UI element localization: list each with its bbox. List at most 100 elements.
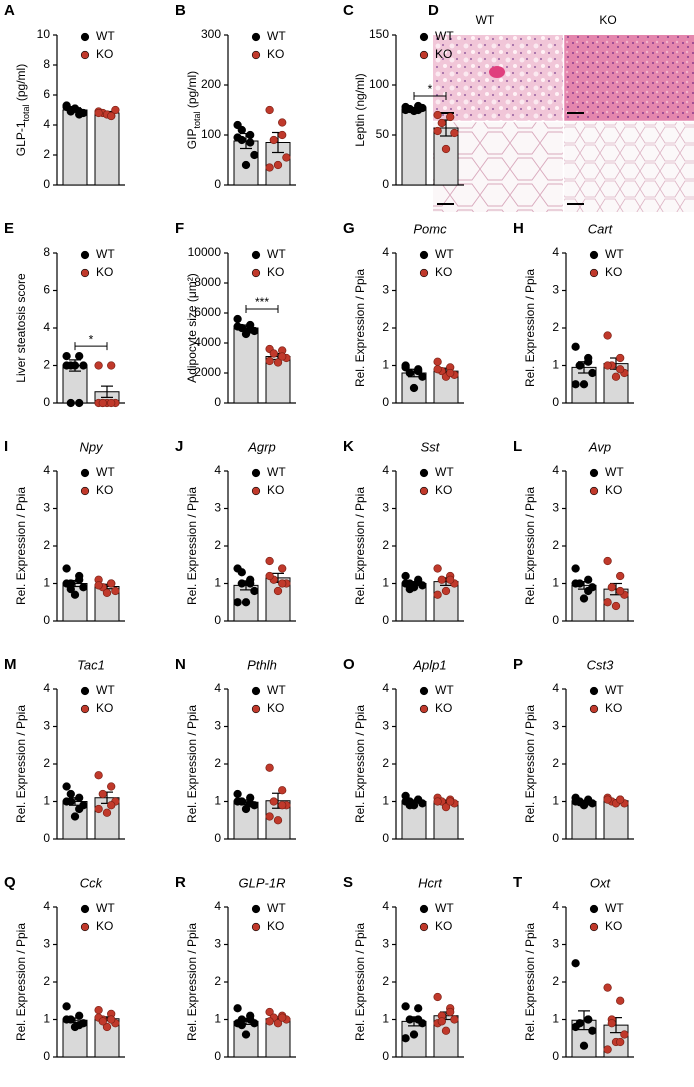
- y-axis-label: Rel. Expression / Ppia: [185, 705, 199, 823]
- data-point: [233, 314, 242, 324]
- y-tick-label: 100: [369, 77, 389, 91]
- y-tick-label: 10000: [188, 245, 222, 259]
- y-tick-label: 0: [382, 1049, 389, 1063]
- data-point: [70, 361, 80, 370]
- data-point: [282, 153, 291, 162]
- data-point: [584, 1015, 593, 1024]
- panel-letter: I: [4, 438, 8, 455]
- y-tick-label: 2: [382, 756, 389, 770]
- y-tick-label: 1: [43, 576, 50, 590]
- y-axis-label: Rel. Expression / Ppia: [523, 269, 537, 387]
- data-point: [579, 1041, 589, 1050]
- panel-letter: Q: [4, 874, 16, 891]
- liver-image-wt: [433, 35, 563, 121]
- data-point: [405, 584, 414, 594]
- panel-letter: H: [513, 220, 524, 237]
- y-tick-label: 2: [552, 538, 559, 552]
- data-point: [418, 581, 427, 590]
- data-point: [571, 579, 580, 588]
- legend-label: KO: [605, 483, 622, 497]
- legend-marker: [419, 268, 429, 278]
- data-point: [107, 801, 116, 810]
- legend-marker: [251, 50, 261, 60]
- y-tick-label: 1: [552, 358, 559, 372]
- legend-marker: [80, 922, 90, 932]
- panel-letter: R: [175, 874, 186, 891]
- y-tick-label: 2: [552, 756, 559, 770]
- y-tick-label: 4: [382, 245, 389, 259]
- data-point: [607, 1019, 616, 1028]
- data-point: [98, 789, 107, 799]
- data-point: [246, 799, 255, 808]
- y-tick-label: 3: [382, 719, 389, 733]
- legend-label: WT: [435, 247, 454, 261]
- y-axis-label-part: (pg/ml): [14, 64, 28, 105]
- data-point: [446, 112, 455, 122]
- data-point: [237, 1020, 246, 1030]
- legend-marker: [419, 486, 429, 496]
- data-point: [233, 1004, 242, 1013]
- legend-label: WT: [267, 683, 286, 697]
- data-point: [433, 797, 442, 806]
- data-point: [433, 357, 442, 366]
- data-point: [414, 575, 423, 584]
- panel-title: GLP-1R: [239, 875, 286, 890]
- data-point: [584, 575, 593, 584]
- y-tick-label: 10: [37, 27, 51, 41]
- data-point: [237, 125, 246, 135]
- data-point: [107, 111, 116, 121]
- legend-label: KO: [267, 265, 284, 279]
- y-tick-label: 0: [214, 395, 221, 409]
- data-point: [94, 581, 103, 590]
- y-tick-label: 1: [214, 1012, 221, 1026]
- data-point: [246, 138, 255, 147]
- data-point: [603, 556, 612, 566]
- y-tick-label: 0: [43, 177, 50, 191]
- y-axis-label-part: total: [192, 111, 202, 128]
- y-tick-label: 4: [43, 681, 50, 695]
- y-tick-label: 0: [43, 613, 50, 627]
- y-tick-label: 1: [43, 1012, 50, 1026]
- legend-label: WT: [435, 29, 454, 43]
- data-point: [241, 1030, 251, 1039]
- data-point: [611, 601, 621, 611]
- legend-label: WT: [605, 683, 624, 697]
- data-point: [250, 586, 259, 596]
- y-axis-label-part: total: [21, 104, 31, 121]
- panel-title: Cart: [588, 221, 614, 236]
- y-tick-label: 0: [43, 1049, 50, 1063]
- data-point: [233, 789, 242, 799]
- y-tick-label: 3: [214, 937, 221, 951]
- legend-marker: [251, 32, 261, 42]
- data-point: [405, 801, 414, 810]
- y-tick-label: 3: [552, 501, 559, 515]
- data-point: [584, 797, 593, 806]
- panel-letter: D: [428, 2, 439, 19]
- legend-label: WT: [267, 901, 286, 915]
- panel-letter: M: [4, 656, 17, 673]
- y-tick-label: 0: [382, 177, 389, 191]
- data-point: [433, 564, 442, 573]
- y-tick-label: 0: [552, 395, 559, 409]
- data-point: [102, 1022, 112, 1032]
- data-point: [66, 584, 75, 594]
- data-point: [269, 349, 278, 358]
- data-point: [278, 801, 287, 810]
- y-axis-label: Rel. Expression / Ppia: [14, 487, 28, 605]
- y-tick-label: 3: [43, 937, 50, 951]
- data-point: [233, 322, 242, 331]
- y-tick-label: 4: [43, 320, 50, 334]
- data-point: [571, 564, 580, 573]
- y-tick-label: 3: [214, 501, 221, 515]
- y-tick-label: 3: [382, 283, 389, 297]
- panel: L Avp Rel. Expression / Ppia 0 1 2 3 4 WT KO: [513, 438, 634, 627]
- y-tick-label: 4: [214, 899, 221, 913]
- legend-label: WT: [96, 683, 115, 697]
- legend-marker: [80, 704, 90, 714]
- data-point: [433, 590, 442, 599]
- data-point: [441, 144, 451, 154]
- legend-label: WT: [96, 465, 115, 479]
- y-tick-label: 2: [43, 147, 50, 161]
- legend-marker: [80, 32, 90, 42]
- data-point: [603, 795, 612, 804]
